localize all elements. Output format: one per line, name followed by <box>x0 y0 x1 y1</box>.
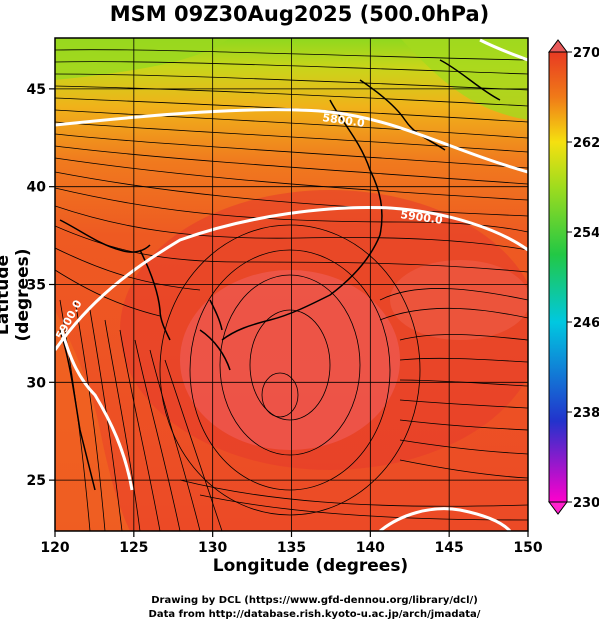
contour-label: 5800.0 <box>322 111 366 130</box>
x-tick-label: 120 <box>40 540 69 556</box>
y-tick-label: 25 <box>27 473 46 489</box>
colorbar-tick-label: 270 <box>573 46 599 61</box>
x-tick-label: 135 <box>277 540 306 556</box>
y-tick-label: 35 <box>27 278 46 294</box>
colorbar-tick-label: 230 <box>573 496 599 511</box>
colorbar-min-arrow <box>548 501 568 515</box>
colorbar-max-arrow <box>548 39 568 53</box>
x-tick-label: 130 <box>198 540 227 556</box>
x-tick-label: 140 <box>356 540 385 556</box>
y-axis-label: Latitude (degrees) <box>0 248 33 342</box>
colorbar-tick-label: 254 <box>573 226 599 241</box>
page-title: MSM 09Z30Aug2025 (500.0hPa) <box>109 2 490 26</box>
x-axis-label: Longitude (degrees) <box>212 556 409 576</box>
axes: 120 125 130 135 140 145 150 25 30 35 40 45 <box>27 82 543 556</box>
credit-line: Drawing by DCL (https://www.gfd-dennou.o… <box>151 595 478 606</box>
credits: Drawing by DCL (https://www.gfd-dennou.o… <box>0 594 599 622</box>
height-contours <box>55 38 528 531</box>
y-tick-label: 45 <box>27 82 46 98</box>
colorbar-tick-label: 246 <box>573 316 599 331</box>
coastlines <box>59 59 501 491</box>
colorbar-tick-label: 262 <box>573 136 599 151</box>
y-tick-label: 30 <box>27 375 47 391</box>
graticule <box>55 38 528 531</box>
colorbar: 270 262 254 246 238 230 <box>548 39 599 515</box>
y-tick-label: 40 <box>27 180 47 196</box>
x-tick-label: 145 <box>435 540 464 556</box>
contour-label: 5900.0 <box>400 208 444 227</box>
x-tick-label: 150 <box>513 540 542 556</box>
credit-line: Data from http://database.rish.kyoto-u.a… <box>148 609 481 620</box>
colorbar-tick-label: 238 <box>573 406 599 421</box>
x-tick-label: 125 <box>119 540 148 556</box>
